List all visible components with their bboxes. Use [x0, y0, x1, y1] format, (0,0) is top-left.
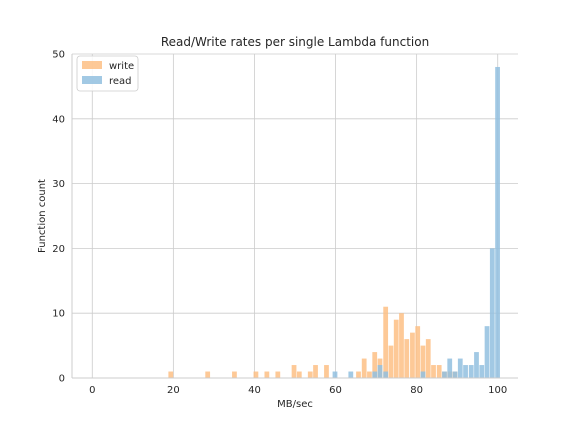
histogram-bar-write — [372, 352, 378, 378]
spines-layer — [71, 54, 518, 379]
histogram-bar-write — [356, 371, 361, 378]
histogram-bar-write — [361, 358, 367, 378]
histogram-bar-write — [393, 319, 399, 378]
histogram-bar-write — [232, 371, 237, 378]
histogram-bar-read — [452, 371, 458, 378]
histogram-bar-write — [253, 371, 259, 378]
grid-layer — [72, 53, 518, 379]
histogram-bar-write — [291, 365, 297, 378]
histogram-bar-write — [425, 339, 431, 378]
histogram-bar-read — [420, 371, 426, 378]
histogram-bar-read — [489, 248, 495, 378]
histogram-bar-read — [468, 365, 474, 378]
histogram-bar-write — [275, 371, 281, 378]
histogram-bar-write — [399, 313, 404, 378]
y-axis-label: Function count — [37, 179, 48, 253]
histogram-bar-read — [383, 371, 389, 378]
chart-title: Read/Write rates per single Lambda funct… — [161, 35, 429, 49]
histogram-bar-write — [415, 326, 421, 378]
x-tick-label: 0 — [89, 385, 95, 396]
histogram-bar-write — [410, 332, 415, 378]
histogram-bar-read — [447, 358, 453, 378]
legend-swatch-read — [82, 76, 102, 84]
histogram-bar-read — [463, 365, 468, 378]
y-tick-label: 20 — [52, 244, 65, 255]
histogram-bar-write — [404, 339, 410, 378]
legend-swatch-write — [82, 61, 102, 69]
legend: write read — [76, 55, 139, 92]
histogram-bar-write — [313, 365, 318, 378]
histogram-bar-read — [495, 66, 500, 379]
y-tick-label: 30 — [52, 179, 65, 190]
histogram-bar-read — [372, 371, 378, 378]
histogram-bar-write — [264, 371, 270, 378]
histogram-bar-read — [457, 358, 463, 378]
y-tick-label: 50 — [52, 50, 65, 61]
y-tick-label: 10 — [52, 309, 65, 320]
x-tick-label: 100 — [488, 385, 507, 396]
histogram-bar-read — [484, 326, 490, 378]
histogram-bar-read — [479, 365, 485, 378]
histogram-bar-read — [442, 371, 447, 378]
histogram-bar-write — [436, 365, 442, 378]
histogram-bar-write — [388, 345, 394, 378]
x-tick-label: 20 — [167, 385, 180, 396]
y-tick-label: 40 — [52, 114, 65, 125]
histogram-bar-write — [420, 345, 426, 378]
histogram-bar-write — [205, 371, 211, 378]
histogram-bar-write — [296, 371, 302, 378]
histogram-bar-read — [474, 352, 479, 378]
histogram-bar-read — [332, 371, 338, 378]
histogram-bar-write — [307, 371, 313, 378]
x-tick-label: 40 — [248, 385, 261, 396]
x-tick-label: 60 — [329, 385, 342, 396]
histogram-bar-write — [168, 371, 174, 378]
x-axis-label: MB/sec — [277, 399, 313, 410]
histogram-bar-read — [377, 365, 383, 378]
histogram-bar-write — [383, 306, 389, 378]
histogram-bar-write — [367, 371, 372, 378]
ticks-layer: 0 20 40 60 80 100 0 10 20 30 40 50 — [52, 50, 507, 397]
histogram-bar-write — [431, 365, 436, 378]
y-tick-label: 0 — [59, 374, 65, 385]
histogram-bar-read — [348, 371, 354, 378]
legend-label-write: write — [109, 61, 134, 72]
histogram-bar-write — [324, 365, 329, 378]
legend-label-read: read — [109, 76, 132, 87]
x-tick-label: 80 — [410, 385, 423, 396]
bars-layer — [168, 66, 500, 379]
